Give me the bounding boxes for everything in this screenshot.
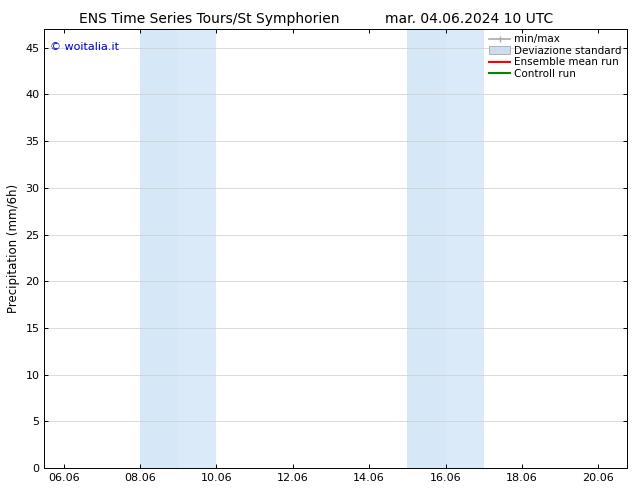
Bar (446, 29, 484, 468)
Text: © woitalia.it: © woitalia.it (50, 42, 119, 52)
Legend: min/max, Deviazione standard, Ensemble mean run, Controll run: min/max, Deviazione standard, Ensemble m… (489, 34, 622, 79)
Text: mar. 04.06.2024 10 UTC: mar. 04.06.2024 10 UTC (385, 12, 553, 26)
Text: ENS Time Series Tours/St Symphorien: ENS Time Series Tours/St Symphorien (79, 12, 339, 26)
Bar (178, 29, 216, 468)
Y-axis label: Precipitation (mm/6h): Precipitation (mm/6h) (7, 184, 20, 313)
Bar (408, 29, 446, 468)
Bar (140, 29, 178, 468)
